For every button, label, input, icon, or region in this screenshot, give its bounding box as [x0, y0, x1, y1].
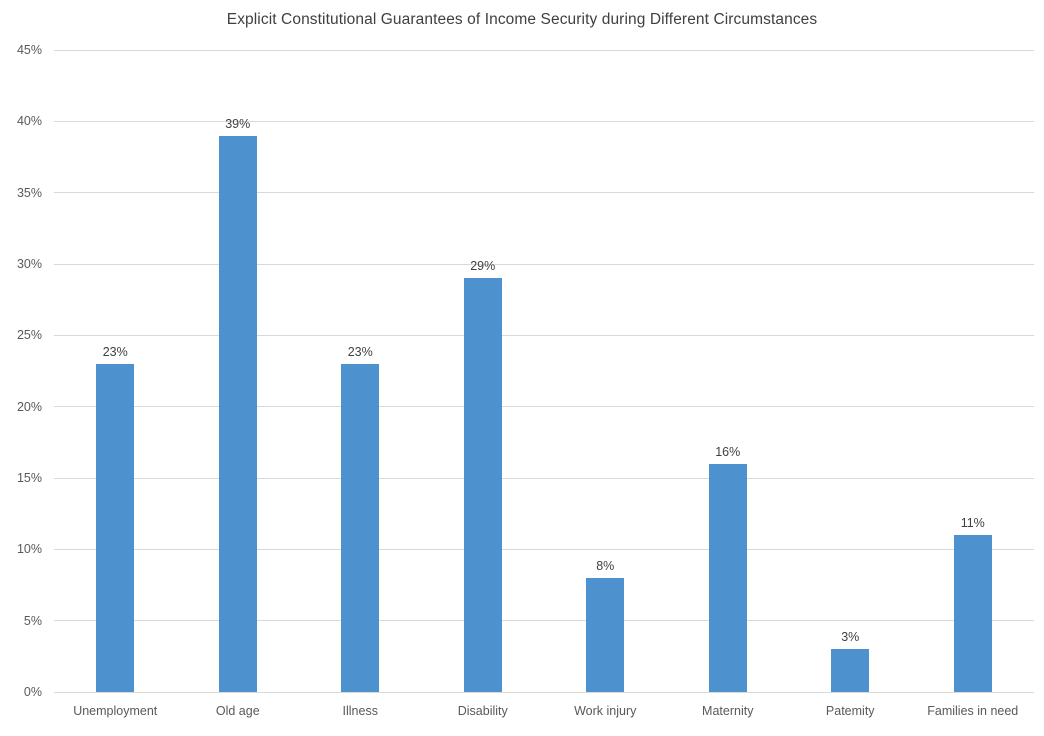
y-tick-label: 40%	[16, 114, 42, 129]
gridline	[54, 263, 1034, 265]
x-axis: Unemployment Old age Illness Disability Work…	[54, 704, 1034, 718]
bar	[586, 577, 625, 692]
gridline	[54, 477, 1034, 479]
bar	[218, 135, 257, 692]
gridline	[54, 548, 1034, 550]
bar-slot: 29%	[422, 50, 545, 692]
bar-value-label: 11%	[960, 516, 985, 531]
gridline	[54, 620, 1034, 622]
plot-area: 23% 39% 23% 29% 8% 16% 3% 11%	[54, 49, 1034, 693]
category-label: Maternity	[702, 704, 754, 718]
bar	[953, 535, 992, 692]
bar-value-label: 23%	[347, 344, 373, 359]
bar-slot: 3%	[789, 50, 912, 692]
y-tick-label: 30%	[16, 257, 42, 271]
y-tick-label: 15%	[16, 471, 42, 485]
bar	[708, 463, 747, 692]
bar-slots: 23% 39% 23% 29% 8% 16% 3% 11%	[54, 50, 1034, 692]
category-label: Unemployment	[73, 704, 158, 718]
bar-value-label: 39%	[225, 116, 251, 131]
bar-slot: 16%	[667, 50, 790, 692]
y-tick-label: 0%	[23, 685, 42, 699]
y-tick-label: 20%	[16, 399, 42, 414]
bar	[831, 649, 870, 692]
y-axis: 0% 5% 10% 15% 20% 25% 30% 35% 40% 45%	[0, 43, 42, 699]
bar-value-label: 16%	[715, 444, 741, 459]
bar-value-label: 3%	[841, 630, 860, 645]
bar-value-label: 23%	[102, 344, 128, 359]
y-tick-label: 35%	[16, 185, 42, 200]
gridline	[54, 49, 1034, 51]
bar-slot: 11%	[912, 50, 1035, 692]
bar	[341, 363, 380, 692]
gridline	[54, 691, 1034, 693]
bar	[96, 363, 135, 692]
y-tick-label: 10%	[16, 542, 42, 557]
bar-slot: 8%	[544, 50, 667, 692]
bar-value-label: 29%	[470, 259, 496, 274]
y-tick-label: 45%	[16, 43, 42, 57]
category-label: Illness	[342, 704, 378, 718]
gridline	[54, 334, 1034, 336]
bar	[463, 278, 502, 692]
category-label: Patemity	[825, 704, 875, 718]
category-label: Families in need	[927, 704, 1019, 718]
bar-value-label: 8%	[596, 558, 615, 573]
bar-slot: 39%	[177, 50, 300, 692]
gridline	[54, 192, 1034, 194]
gridline	[54, 120, 1034, 122]
chart-title: Explicit Constitutional Guarantees of In…	[226, 11, 818, 28]
bar-slot: 23%	[299, 50, 422, 692]
category-label: Old age	[215, 704, 260, 718]
gridline	[54, 406, 1034, 408]
category-label: Disability	[457, 704, 508, 718]
y-tick-label: 5%	[23, 613, 42, 628]
y-tick-label: 25%	[16, 328, 42, 343]
category-label: Work injury	[574, 704, 637, 718]
bar-slot: 23%	[54, 50, 177, 692]
